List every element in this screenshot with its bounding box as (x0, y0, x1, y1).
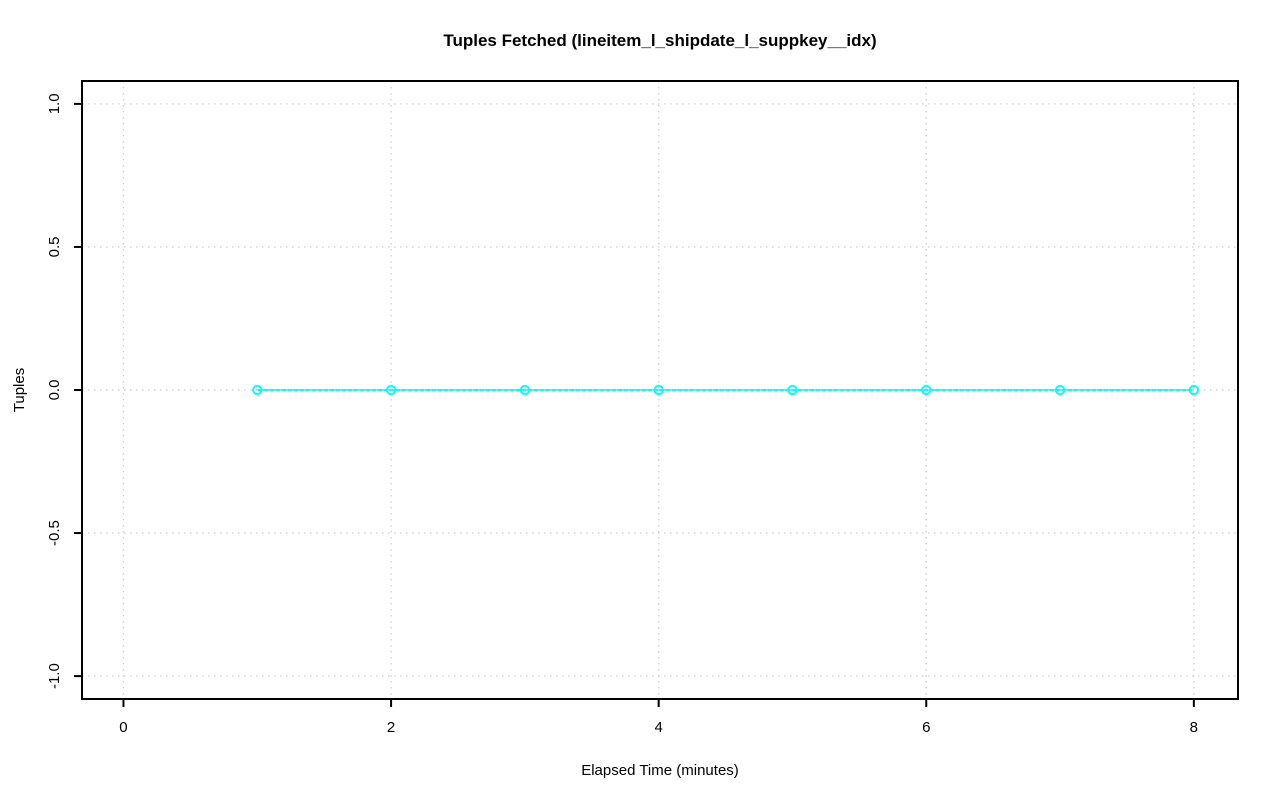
data-point (653, 384, 664, 396)
data-point (921, 384, 932, 396)
y-tick-label: 0.0 (46, 380, 63, 401)
data-point (252, 384, 263, 396)
data-point (1054, 384, 1066, 396)
axes-layer: 0 2 4 6 8 -1.0 -0.5 0.0 0.5 1.0 (46, 80, 1239, 736)
data-point (787, 384, 798, 396)
data-point (385, 384, 397, 396)
data-point (519, 384, 531, 396)
x-axis-label: Elapsed Time (minutes) (581, 762, 739, 779)
y-tick-label: -1.0 (46, 663, 63, 689)
data-point (1188, 384, 1199, 396)
y-axis-label: Tuples (11, 368, 28, 412)
y-tick-label: 1.0 (46, 93, 63, 114)
chart-title: Tuples Fetched (lineitem_l_shipdate_l_su… (443, 31, 876, 50)
x-tick-label: 6 (922, 719, 930, 736)
grid-layer (82, 81, 1238, 699)
y-tick-label: -0.5 (46, 520, 63, 546)
x-tick-label: 8 (1190, 719, 1198, 736)
x-tick-label: 4 (654, 719, 662, 736)
y-tick-label: 0.5 (46, 237, 63, 258)
markers-layer (252, 384, 1199, 396)
x-tick-label: 2 (387, 719, 395, 736)
x-tick-label: 0 (119, 719, 127, 736)
